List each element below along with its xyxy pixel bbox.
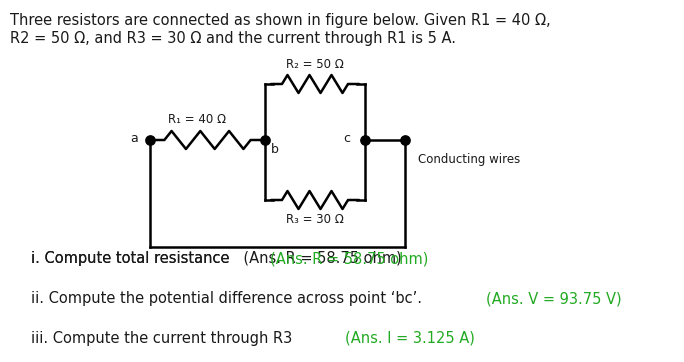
Point bbox=[144, 137, 155, 143]
Text: i. Compute total resistance   (Ans. R = 58.75 ohm): i. Compute total resistance (Ans. R = 58… bbox=[31, 251, 402, 266]
Text: i. Compute total resistance: i. Compute total resistance bbox=[31, 251, 229, 266]
Text: R₁ = 40 Ω: R₁ = 40 Ω bbox=[168, 113, 226, 126]
Text: (Ans. R = 58.75 ohm): (Ans. R = 58.75 ohm) bbox=[270, 251, 429, 266]
Text: Three resistors are connected as shown in figure below. Given R1 = 40 Ω,: Three resistors are connected as shown i… bbox=[10, 13, 551, 28]
Text: (Ans. I = 3.125 A): (Ans. I = 3.125 A) bbox=[345, 331, 475, 346]
Point bbox=[360, 137, 371, 143]
Point bbox=[399, 137, 410, 143]
Point bbox=[259, 137, 270, 143]
Text: R2 = 50 Ω, and R3 = 30 Ω and the current through R1 is 5 A.: R2 = 50 Ω, and R3 = 30 Ω and the current… bbox=[10, 31, 456, 46]
Text: c: c bbox=[343, 132, 350, 146]
Text: R₂ = 50 Ω: R₂ = 50 Ω bbox=[286, 58, 344, 71]
Text: b: b bbox=[271, 143, 279, 156]
Text: (Ans. V = 93.75 V): (Ans. V = 93.75 V) bbox=[486, 291, 621, 306]
Text: ii. Compute the potential difference across point ‘bc’.: ii. Compute the potential difference acr… bbox=[31, 291, 422, 306]
Text: R₃ = 30 Ω: R₃ = 30 Ω bbox=[286, 213, 344, 226]
Text: Conducting wires: Conducting wires bbox=[418, 153, 521, 167]
Text: iii. Compute the current through R3: iii. Compute the current through R3 bbox=[31, 331, 292, 346]
Text: a: a bbox=[130, 132, 138, 146]
